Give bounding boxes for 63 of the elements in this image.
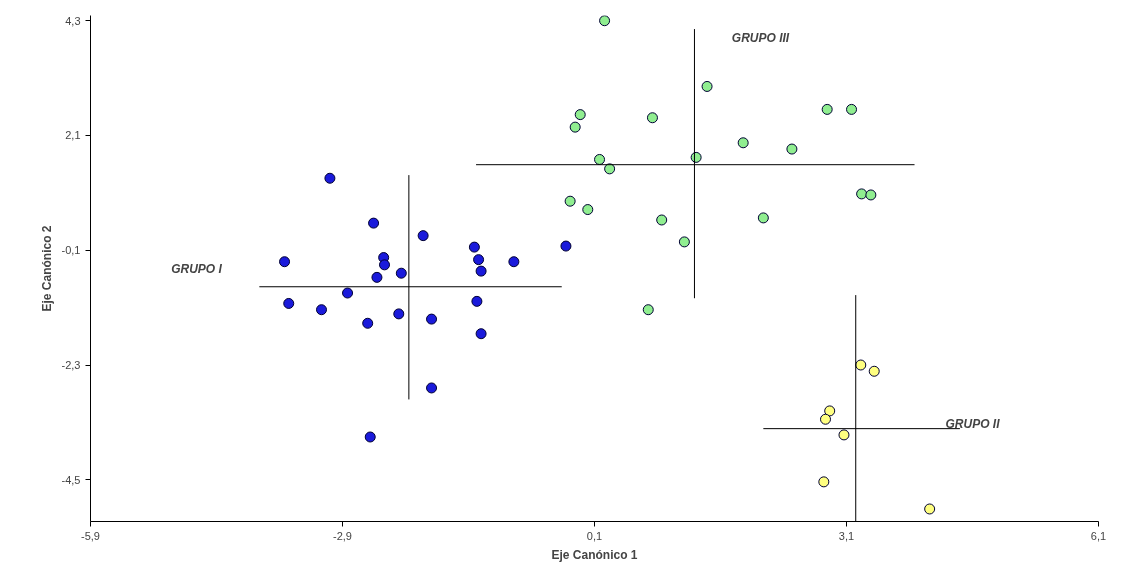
point (856, 188, 868, 200)
point (468, 241, 480, 253)
y-tick-label: -4,5 (61, 473, 81, 486)
point (820, 413, 831, 425)
point (560, 240, 572, 252)
point (279, 256, 291, 268)
point (846, 103, 858, 115)
point (646, 112, 658, 124)
x-tick-label: 0,1 (586, 529, 603, 542)
point (868, 365, 880, 377)
point (786, 143, 798, 155)
point (656, 214, 668, 226)
point (818, 476, 830, 488)
y-tick-label: -0,1 (61, 244, 81, 257)
point (838, 429, 850, 441)
point (471, 295, 483, 307)
point (475, 265, 487, 277)
x-axis-title: Eje Canónico 1 (551, 547, 638, 562)
point (564, 195, 576, 207)
point (379, 259, 390, 271)
point (821, 103, 833, 115)
point (642, 304, 654, 316)
point (371, 271, 383, 283)
point (678, 236, 690, 248)
x-tick-label: -5,9 (81, 529, 100, 542)
point (599, 15, 611, 27)
point (582, 204, 594, 216)
point (604, 163, 616, 175)
point (855, 359, 867, 371)
point (426, 382, 438, 394)
x-tick-label: 6,1 (1090, 529, 1107, 542)
annotation: GRUPO II (945, 416, 1001, 431)
y-axis-title: Eje Canónico 2 (39, 225, 54, 312)
point (865, 189, 877, 201)
point (569, 121, 581, 133)
point (473, 254, 485, 266)
point (342, 287, 354, 299)
y-tick-label: 2,1 (65, 129, 81, 142)
point (737, 137, 749, 149)
point (924, 503, 936, 515)
point (824, 405, 836, 417)
point (594, 153, 606, 165)
point (475, 328, 487, 340)
x-tick-label: -2,9 (333, 529, 352, 542)
point (362, 317, 374, 329)
y-tick-label: -2,3 (61, 359, 81, 372)
point (426, 313, 438, 325)
y-tick-label: 4,3 (65, 14, 81, 27)
point (395, 267, 407, 279)
point (324, 172, 336, 184)
point (368, 217, 380, 229)
point (316, 304, 327, 316)
x-tick-label: 3,1 (838, 529, 855, 542)
point (364, 431, 376, 443)
annotation: GRUPO III (731, 30, 790, 45)
point (757, 212, 769, 224)
annotation: GRUPO I (171, 261, 223, 276)
point (701, 80, 713, 92)
point (283, 297, 295, 309)
point (574, 109, 586, 121)
point (393, 308, 405, 320)
point (508, 256, 520, 268)
point (417, 230, 429, 242)
